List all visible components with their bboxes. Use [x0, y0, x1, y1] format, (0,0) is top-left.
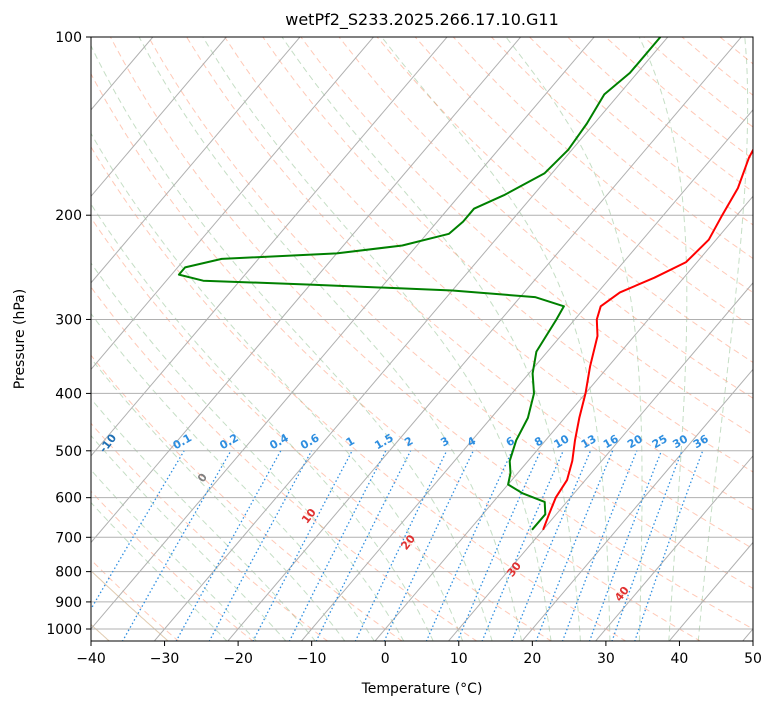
x-tick-label: 20 — [523, 651, 541, 667]
moist-adiabat-line — [505, 37, 643, 641]
mixing-ratio-line — [208, 450, 313, 641]
y-tick-label: 100 — [55, 30, 82, 46]
y-tick-label: 300 — [55, 312, 82, 328]
x-tick-label: 0 — [381, 651, 390, 667]
y-axis-label: Pressure (hPa) — [12, 289, 28, 389]
x-tick-label: 30 — [597, 651, 615, 667]
isotherm-line — [91, 37, 448, 457]
moist-adiabat-line — [202, 37, 552, 641]
y-tick-label: 800 — [55, 565, 82, 581]
y-tick-label: 600 — [55, 491, 82, 507]
x-tick-label: 40 — [671, 651, 689, 667]
x-tick-label: −20 — [223, 651, 253, 667]
x-tick-label: −10 — [297, 651, 327, 667]
sounding-profiles — [177, 37, 753, 531]
dry-adiabat-line — [300, 37, 753, 436]
y-tick-label: 1000 — [46, 622, 82, 638]
dry-adiabat-line — [262, 37, 753, 473]
temperature-profile-line — [542, 147, 753, 531]
x-tick-label: −40 — [76, 651, 106, 667]
isotherm-line — [447, 282, 753, 641]
dry-adiabat-line — [224, 37, 753, 511]
y-tick-label: 400 — [55, 386, 82, 402]
moist-adiabat-line — [638, 37, 688, 641]
chart-title: wetPf2_S233.2025.266.17.10.G11 — [285, 10, 559, 30]
isotherm-line — [91, 37, 301, 284]
x-tick-label: 10 — [450, 651, 468, 667]
y-tick-label: 700 — [55, 530, 82, 546]
moist-adiabat-line — [91, 44, 493, 641]
isotherms — [91, 37, 753, 641]
moist-adiabat-line — [91, 398, 316, 641]
dewpoint-profile-line — [177, 37, 662, 531]
dry-adiabat-line — [91, 216, 553, 641]
dry-adiabat-line — [376, 37, 753, 363]
x-axis-ticks: −40 −30 −20 −10 0 10 20 30 40 50 — [76, 641, 762, 667]
mixing-ratio-line — [288, 450, 387, 641]
mixing-ratio-lines — [91, 450, 704, 641]
mixing-ratio-line — [175, 450, 282, 641]
x-tick-label: −30 — [150, 651, 180, 667]
moist-adiabat-line — [381, 37, 611, 641]
dry-adiabat-line — [109, 37, 753, 630]
moist-adiabat-line — [91, 132, 464, 641]
moist-adiabat-line — [697, 37, 749, 641]
isotherm-line — [300, 109, 753, 641]
mixing-ratio-line — [481, 450, 564, 641]
dry-adiabat-line — [91, 286, 478, 641]
mixing-ratio-line — [561, 450, 638, 641]
y-tick-label: 900 — [55, 595, 82, 611]
mixing-ratio-line — [535, 450, 614, 641]
mixing-ratio-line — [511, 450, 592, 641]
plot-frame — [90, 36, 754, 642]
moist-adiabats — [91, 37, 749, 641]
moist-adiabat-line — [138, 37, 523, 641]
x-tick-label: 50 — [744, 651, 762, 667]
mixing-ratio-line — [611, 450, 683, 641]
moist-adiabat-line — [91, 357, 346, 641]
reference-adiabat-line — [91, 570, 169, 641]
dry-adiabat-line — [338, 37, 753, 399]
moist-adiabat-line — [91, 312, 375, 641]
moist-adiabat-line — [91, 434, 287, 641]
isotherm-line — [91, 37, 522, 544]
isotherm-line — [153, 37, 669, 641]
pressure-gridlines — [91, 37, 753, 630]
mixing-ratio-line — [315, 450, 412, 641]
mixing-ratio-line — [425, 450, 513, 641]
mixing-ratio-line — [634, 450, 704, 641]
isotherm-line — [594, 455, 753, 641]
isotherm-line — [91, 37, 595, 630]
mixing-ratio-line — [588, 450, 663, 641]
moist-adiabat-line — [91, 203, 434, 641]
dry-adiabat-line — [91, 559, 180, 641]
plot-area: 0.10.20.40.611.52346810131620253036-100-… — [91, 37, 753, 641]
y-tick-label: 200 — [55, 208, 82, 224]
isotherm-line — [374, 195, 753, 641]
dry-adiabat-line — [148, 37, 753, 589]
isotherm-line — [91, 37, 375, 371]
dry-adiabat-line — [91, 146, 627, 641]
y-tick-label: 500 — [55, 444, 82, 460]
x-axis-label: Temperature (°C) — [361, 681, 483, 697]
moist-adiabat-line — [281, 37, 581, 641]
isotherm-line — [521, 368, 753, 641]
isotherm-line — [91, 37, 228, 198]
y-axis-ticks: 1000 900 800 700 600 500 400 300 200 100 — [46, 30, 91, 638]
mixing-ratio-line — [456, 450, 542, 641]
dry-adiabat-line — [91, 490, 254, 641]
isotherm-line — [227, 37, 742, 641]
moist-adiabat-line — [91, 262, 405, 641]
